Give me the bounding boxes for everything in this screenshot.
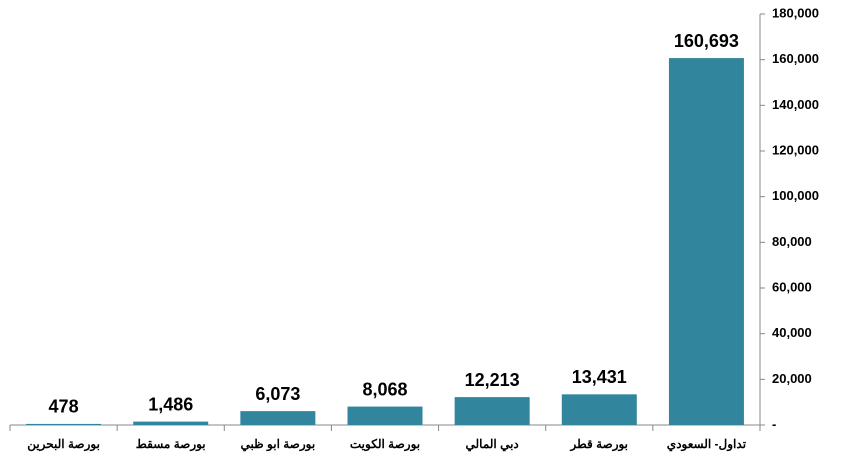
y-tick-label: 120,000 xyxy=(772,142,819,157)
x-tick-label: دبي المالي xyxy=(466,437,519,452)
x-tick-label: تداول- السعودي xyxy=(667,437,747,452)
y-tick-label: - xyxy=(772,416,776,431)
value-label: 478 xyxy=(49,397,79,417)
bar xyxy=(133,421,209,425)
bar xyxy=(240,411,316,425)
x-tick-label: بورصة ابو ظبي xyxy=(241,437,316,452)
x-tick-label: بورصة قطر xyxy=(570,437,629,452)
y-tick-label: 60,000 xyxy=(772,279,812,294)
value-label: 6,073 xyxy=(255,384,300,404)
x-tick-label: بورصة البحرين xyxy=(27,437,100,452)
value-label: 13,431 xyxy=(572,367,627,387)
bar xyxy=(347,406,423,425)
bar xyxy=(26,423,102,425)
x-tick-label: بورصة مسقط xyxy=(136,437,206,452)
value-label: 160,693 xyxy=(674,31,739,51)
y-tick-label: 180,000 xyxy=(772,5,819,20)
y-tick-label: 100,000 xyxy=(772,188,819,203)
y-tick-label: 40,000 xyxy=(772,325,812,340)
x-tick-label: بورصة الكويت xyxy=(350,437,420,452)
bar xyxy=(454,397,530,425)
y-tick-label: 140,000 xyxy=(772,97,819,112)
y-tick-label: 20,000 xyxy=(772,371,812,386)
y-tick-label: 80,000 xyxy=(772,234,812,249)
bar xyxy=(668,58,744,425)
value-label: 1,486 xyxy=(148,394,193,414)
bar xyxy=(561,394,637,425)
value-label: 8,068 xyxy=(362,379,407,399)
value-label: 12,213 xyxy=(465,370,520,390)
y-tick-label: 160,000 xyxy=(772,51,819,66)
